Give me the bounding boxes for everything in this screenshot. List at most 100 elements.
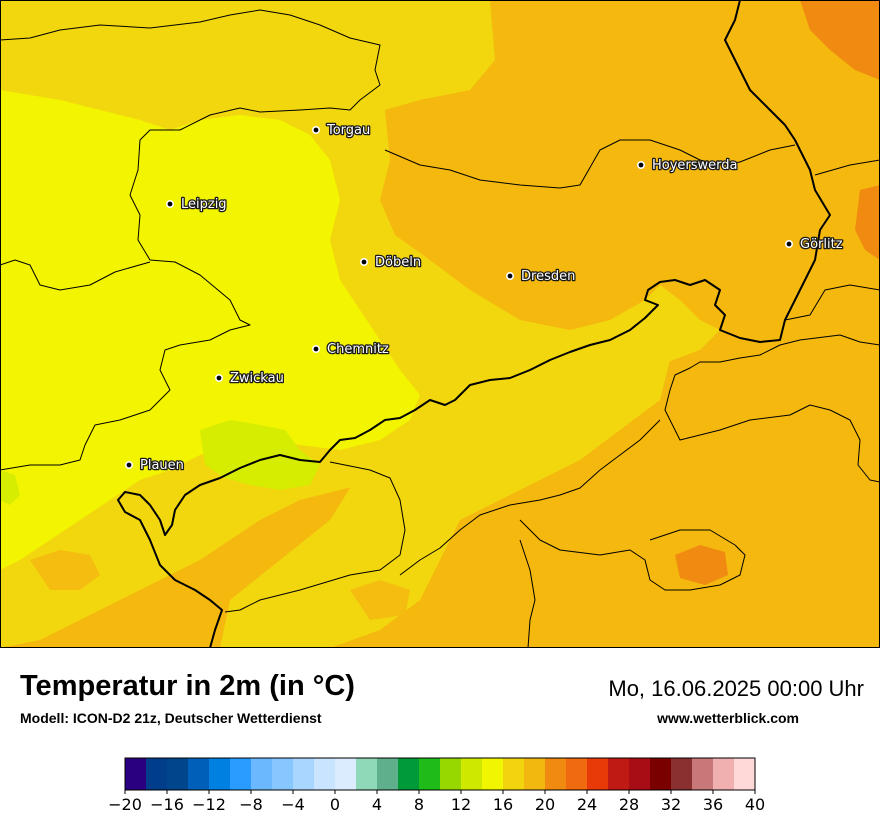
district-border-east: [384, 139, 796, 189]
city-leipzig[interactable]: Leipzig: [166, 196, 228, 213]
legend-color-bin: [440, 758, 462, 790]
legend-tick-label: 28: [619, 795, 639, 814]
legend-tick-label: −4: [281, 795, 305, 814]
legend-color-bin: [125, 758, 147, 790]
saxony-border: [117, 0, 831, 648]
district-border-czech: [664, 334, 880, 483]
city-plauen[interactable]: Plauen: [125, 457, 185, 474]
city-label: Chemnitz: [327, 342, 389, 357]
city-dot: [636, 161, 645, 170]
legend-color-bin: [545, 758, 567, 790]
city-label: Dresden: [521, 269, 575, 284]
legend-tick-label: −20: [108, 795, 142, 814]
legend-tick-label: 12: [451, 795, 471, 814]
legend-color-bin: [524, 758, 546, 790]
color-legend: −20 −16 −12 −8 −4 0 4 8 12 16 20 24 28 32 36 40: [0, 750, 880, 830]
city-label: Hoyerswerda: [652, 158, 738, 173]
legend-tick-label: 16: [493, 795, 513, 814]
city-label: Görlitz: [800, 237, 843, 252]
legend-color-bin: [146, 758, 168, 790]
legend-color-bin: [230, 758, 252, 790]
orange-patch-2: [350, 580, 410, 620]
city-dot: [125, 460, 134, 469]
legend-tick-label: 24: [577, 795, 597, 814]
legend-color-bin: [587, 758, 609, 790]
legend-color-bin: [377, 758, 399, 790]
map-title: Temperatur in 2m (in °C): [20, 670, 355, 702]
east-border: [784, 284, 880, 321]
hot-zone-southeast: [675, 545, 728, 585]
legend-tick-label: 36: [703, 795, 723, 814]
city-dot: [311, 126, 320, 135]
legend-tick-label: 20: [535, 795, 555, 814]
city-dot: [505, 271, 514, 280]
legend-tick-label: −8: [239, 795, 263, 814]
district-border-southwest: [519, 539, 536, 648]
legend-color-bin: [356, 758, 378, 790]
legend-color-bin: [335, 758, 357, 790]
legend-tick-label: 0: [330, 795, 340, 814]
district-border-czech-south: [399, 419, 661, 576]
legend-color-bin: [314, 758, 336, 790]
yellow-region-south: [220, 350, 670, 648]
legend-tick-label: −16: [150, 795, 184, 814]
city-hoyerswerda[interactable]: Hoyerswerda: [636, 157, 739, 174]
legend-color-bin: [482, 758, 504, 790]
website-link[interactable]: www.wetterblick.com: [657, 710, 799, 726]
city-goerlitz[interactable]: Görlitz: [784, 236, 844, 253]
legend-color-bin: [461, 758, 483, 790]
legend-color-bin: [608, 758, 630, 790]
legend-tick-label: −12: [192, 795, 226, 814]
legend-color-bin: [713, 758, 735, 790]
bright-yellow-region: [0, 90, 420, 570]
city-label: Leipzig: [181, 197, 227, 212]
hot-zone-east: [855, 185, 880, 260]
legend-color-bin: [566, 758, 588, 790]
temperature-map[interactable]: Torgau Hoyerswerda Leipzig Görlitz Döbel…: [0, 0, 880, 648]
lime-spot-west: [0, 470, 20, 505]
legend-color-bin: [692, 758, 714, 790]
city-label: Torgau: [326, 123, 370, 138]
legend-tick-label: 8: [414, 795, 424, 814]
state-borders: [0, 0, 880, 648]
district-border-leipzig: [0, 259, 151, 291]
forecast-datetime: Mo, 16.06.2025 00:00 Uhr: [608, 676, 864, 701]
legend-color-bin: [293, 758, 315, 790]
city-markers: Torgau Hoyerswerda Leipzig Görlitz Döbel…: [125, 122, 844, 474]
city-chemnitz[interactable]: Chemnitz: [311, 341, 390, 358]
poland-border: [814, 159, 880, 176]
legend-color-bin: [272, 758, 294, 790]
legend-color-bin: [671, 758, 693, 790]
district-border-se: [519, 519, 746, 591]
city-dresden[interactable]: Dresden: [505, 268, 577, 285]
city-dot: [215, 373, 224, 382]
city-dot: [311, 344, 320, 353]
legend-color-bin: [503, 758, 525, 790]
legend-frame: [124, 757, 756, 791]
city-zwickau[interactable]: Zwickau: [215, 370, 285, 387]
legend-scale: −20 −16 −12 −8 −4 0 4 8 12 16 20 24 28 32 36 40: [108, 757, 765, 814]
map-canvas: Torgau Hoyerswerda Leipzig Görlitz Döbel…: [0, 0, 880, 648]
city-label: Zwickau: [230, 371, 284, 386]
city-dot: [359, 257, 368, 266]
legend-color-bin: [251, 758, 273, 790]
city-label: Plauen: [140, 458, 184, 473]
legend-color-bin: [209, 758, 231, 790]
legend-color-bin: [188, 758, 210, 790]
legend-color-bin: [167, 758, 189, 790]
legend-tick-label: 40: [745, 795, 765, 814]
legend-color-bin: [629, 758, 651, 790]
legend-tick-label: 32: [661, 795, 681, 814]
legend-tick-label: 4: [372, 795, 382, 814]
orange-patch-1: [30, 550, 100, 590]
legend-color-bin: [398, 758, 420, 790]
district-border-south: [224, 461, 406, 613]
city-dot: [166, 200, 175, 209]
city-torgau[interactable]: Torgau: [311, 122, 372, 139]
city-doebeln[interactable]: Döbeln: [359, 254, 422, 271]
hot-zone-northeast: [800, 0, 880, 80]
city-label: Döbeln: [375, 255, 421, 270]
legend-color-bin: [734, 758, 756, 790]
district-border-north: [0, 9, 381, 471]
city-dot: [784, 240, 793, 249]
